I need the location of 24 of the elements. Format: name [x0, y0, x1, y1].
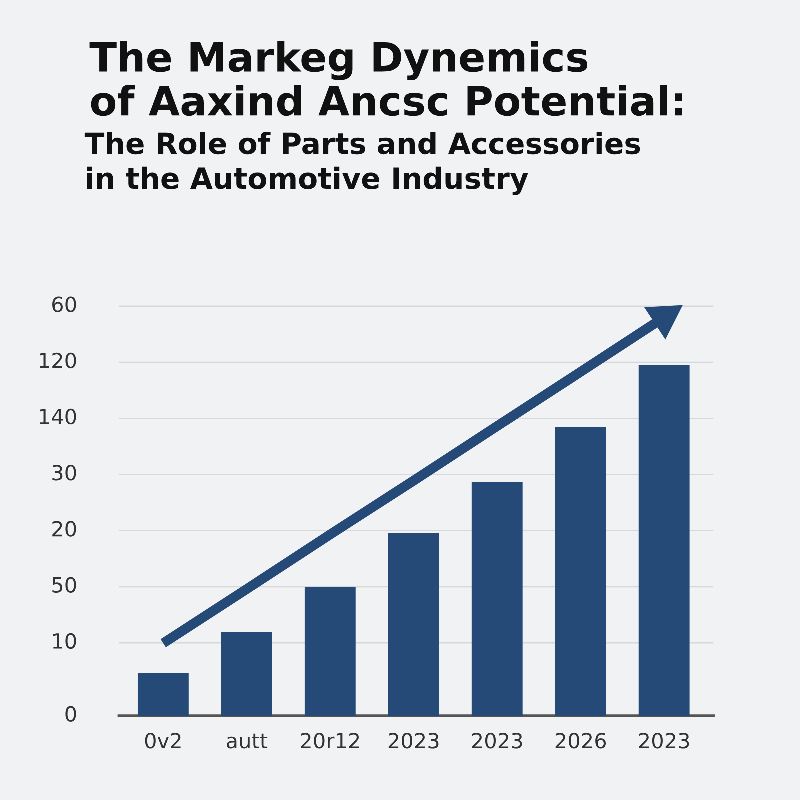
- bar: [555, 427, 606, 716]
- bar: [388, 533, 440, 716]
- x-tick-label: 0v2: [145, 733, 181, 749]
- x-tick-label: 2023: [472, 733, 522, 749]
- x-tick-label: 2026: [556, 733, 606, 749]
- text: 60: [52, 296, 76, 312]
- text: 20: [52, 521, 76, 537]
- bar: [221, 632, 272, 716]
- bar: [304, 587, 356, 716]
- bar: [638, 365, 690, 716]
- x-tick-label: 2023: [639, 733, 690, 749]
- text: 120: [40, 352, 76, 369]
- x-tick-label: 20r12: [301, 733, 360, 749]
- text: 140: [40, 408, 76, 425]
- text: 50: [52, 577, 76, 593]
- bar: [138, 672, 189, 716]
- x-tick-label: 2023: [388, 733, 439, 749]
- chart-subtitle: The Role of Parts and Accessories in the Automotive Industry: [84, 132, 640, 196]
- text: 10: [53, 633, 76, 650]
- text: 30: [52, 465, 76, 481]
- x-tick-label: autt: [227, 734, 268, 749]
- text: 0: [66, 706, 76, 722]
- chart-title: The Markeg Dynemics of Aaxind Ancsc Potential:: [90, 41, 682, 116]
- bar: [472, 482, 523, 716]
